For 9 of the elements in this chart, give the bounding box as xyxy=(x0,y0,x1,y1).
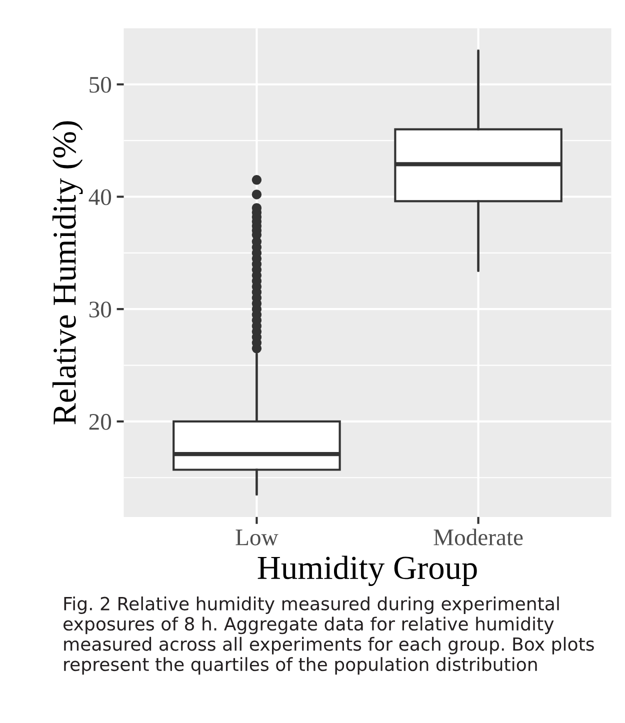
x-tick-label: Low xyxy=(236,530,278,546)
x-tick-label: Moderate xyxy=(434,528,523,546)
caption: Fig. 2 Relative humidity measured during experimental exposures of 8 h. Aggregate data for relative humidity measured across all experiments for each group. Box plots represent the quartiles of the population distribution xyxy=(63,596,594,675)
y-tick-label: 50 xyxy=(90,76,112,93)
y-tick-label: 40 xyxy=(88,189,112,206)
y-axis-title: Relative Humidity (%) xyxy=(52,121,83,424)
y-tick-label: 30 xyxy=(89,302,112,318)
x-axis-title: Humidity Group xyxy=(258,556,477,586)
y-tick-label: 20 xyxy=(89,414,112,430)
